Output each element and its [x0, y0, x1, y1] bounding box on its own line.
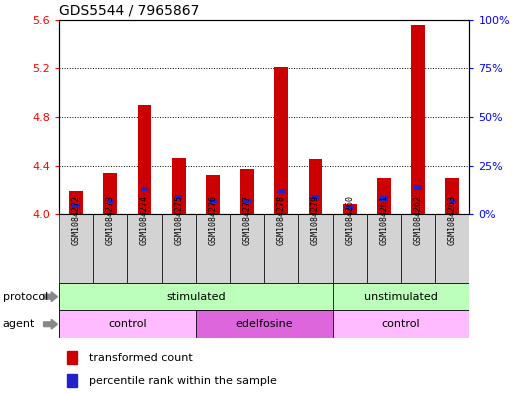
Bar: [367, 214, 401, 283]
Text: GSM1084277: GSM1084277: [243, 195, 251, 245]
Text: GSM1084262: GSM1084262: [413, 195, 423, 245]
Bar: [141, 187, 148, 191]
Bar: [172, 158, 186, 214]
Bar: [59, 214, 93, 283]
Bar: [67, 374, 77, 387]
Text: control: control: [108, 319, 147, 329]
Bar: [332, 214, 367, 283]
Bar: [240, 169, 254, 214]
Text: GSM1084274: GSM1084274: [140, 195, 149, 245]
Bar: [278, 189, 285, 193]
Bar: [343, 204, 357, 214]
Text: GSM1084263: GSM1084263: [448, 195, 457, 245]
Bar: [69, 191, 83, 214]
Bar: [209, 199, 216, 203]
Bar: [196, 214, 230, 283]
Bar: [274, 67, 288, 214]
Text: GSM1084273: GSM1084273: [106, 195, 115, 245]
Bar: [415, 185, 422, 189]
Text: stimulated: stimulated: [166, 292, 226, 302]
Bar: [377, 178, 391, 214]
Bar: [137, 105, 151, 214]
Text: GSM1084272: GSM1084272: [72, 195, 81, 245]
Text: GDS5544 / 7965867: GDS5544 / 7965867: [59, 3, 200, 17]
Bar: [312, 195, 319, 199]
Bar: [299, 214, 332, 283]
Bar: [346, 206, 353, 210]
Bar: [448, 199, 456, 203]
Bar: [104, 173, 117, 214]
Text: GSM1084261: GSM1084261: [380, 195, 388, 245]
Bar: [162, 214, 196, 283]
Text: agent: agent: [3, 319, 35, 329]
Bar: [411, 24, 425, 214]
Bar: [243, 199, 251, 203]
Bar: [72, 204, 80, 208]
Text: protocol: protocol: [3, 292, 48, 302]
Bar: [380, 196, 388, 200]
Bar: [206, 175, 220, 214]
Bar: [93, 214, 127, 283]
Bar: [175, 195, 183, 199]
Bar: [332, 310, 469, 338]
Text: GSM1084279: GSM1084279: [311, 195, 320, 245]
Text: transformed count: transformed count: [89, 353, 193, 363]
Text: edelfosine: edelfosine: [235, 319, 293, 329]
Bar: [127, 214, 162, 283]
Text: GSM1084276: GSM1084276: [208, 195, 218, 245]
Bar: [332, 283, 469, 310]
Text: GSM1084278: GSM1084278: [277, 195, 286, 245]
Bar: [67, 351, 77, 364]
Bar: [107, 199, 114, 203]
Bar: [435, 214, 469, 283]
Bar: [59, 283, 332, 310]
Bar: [59, 310, 196, 338]
Text: unstimulated: unstimulated: [364, 292, 438, 302]
Bar: [309, 160, 322, 214]
Text: GSM1084275: GSM1084275: [174, 195, 183, 245]
Bar: [230, 214, 264, 283]
Bar: [264, 214, 299, 283]
Text: percentile rank within the sample: percentile rank within the sample: [89, 376, 277, 386]
Bar: [401, 214, 435, 283]
Bar: [196, 310, 332, 338]
Bar: [445, 178, 459, 214]
Text: GSM1084260: GSM1084260: [345, 195, 354, 245]
Text: control: control: [382, 319, 420, 329]
